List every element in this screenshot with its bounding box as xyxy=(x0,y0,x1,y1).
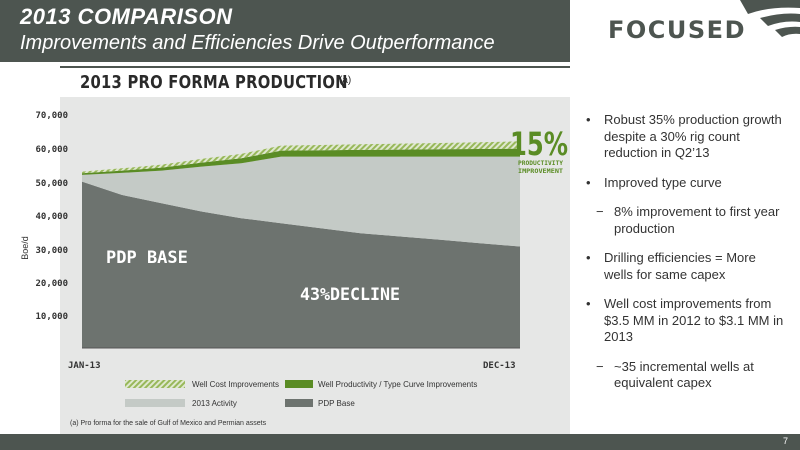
bullet-list: Robust 35% production growth despite a 3… xyxy=(586,112,786,405)
y-tick-label: 10,000 xyxy=(35,312,68,322)
productivity-area xyxy=(82,148,520,175)
header-bar: 2013 COMPARISON Improvements and Efficie… xyxy=(0,0,570,62)
bullet-item: Robust 35% production growth despite a 3… xyxy=(586,112,786,162)
well-cost-area xyxy=(82,141,520,174)
bullet-item: Well cost improvements from $3.5 MM in 2… xyxy=(586,296,786,346)
y-axis-ticks: 10,000 20,000 30,000 40,000 50,000 60,00… xyxy=(35,111,68,322)
y-tick-label: 70,000 xyxy=(35,111,68,121)
activity-area xyxy=(82,156,520,247)
legend-label: PDP Base xyxy=(318,399,355,408)
annotation-productivity: PRODUCTIVITY xyxy=(518,159,563,167)
legend-swatch-pdp xyxy=(285,399,313,407)
header-rule xyxy=(60,66,570,68)
legend-label: Well Productivity / Type Curve Improveme… xyxy=(318,380,477,389)
y-axis-label: Boe/d xyxy=(20,236,30,260)
logo-swoosh-icon xyxy=(740,0,800,37)
sub-bullet-item: ~35 incremental wells at equivalent cape… xyxy=(586,359,786,392)
logo-text: FOCUSED xyxy=(608,16,746,44)
legend-label: 2013 Activity xyxy=(192,399,237,408)
y-tick-label: 20,000 xyxy=(35,279,68,289)
y-tick-label: 50,000 xyxy=(35,179,68,189)
x-tick-label: DEC-13 xyxy=(483,361,516,371)
annotation-fifteen-pct: 15% xyxy=(510,125,568,163)
chart-title: 2013 PRO FORMA PRODUCTION xyxy=(80,72,348,93)
page-number: 7 xyxy=(782,436,788,446)
logo: FOCUSED xyxy=(570,0,800,62)
legend-swatch-well-cost xyxy=(125,380,185,388)
annotation-improvement: IMPROVEMENT xyxy=(518,167,563,175)
legend-label: Well Cost Improvements xyxy=(192,380,279,389)
bullet-item: Drilling efficiencies = More wells for s… xyxy=(586,250,786,283)
chart-areas xyxy=(82,141,520,348)
y-tick-label: 30,000 xyxy=(35,246,68,256)
slide-title: 2013 COMPARISON xyxy=(20,4,233,29)
slide-subtitle: Improvements and Efficiencies Drive Outp… xyxy=(20,32,495,54)
annotation-pdp-base: PDP BASE xyxy=(106,248,188,268)
footer-bar: 7 xyxy=(0,434,800,450)
annotation-decline: 43%DECLINE xyxy=(300,285,400,305)
sub-bullet-item: 8% improvement to first year production xyxy=(586,204,786,237)
pdp-base-area xyxy=(82,181,520,348)
chart-legend: Well Cost Improvements Well Productivity… xyxy=(125,380,477,408)
legend-swatch-activity xyxy=(125,399,185,407)
chart-title-note: (a) xyxy=(339,75,352,86)
bullet-item: Improved type curve xyxy=(586,175,786,192)
y-tick-label: 60,000 xyxy=(35,145,68,155)
x-tick-label: JAN-13 xyxy=(68,361,101,371)
footnote: (a) Pro forma for the sale of Gulf of Me… xyxy=(70,420,267,427)
y-tick-label: 40,000 xyxy=(35,212,68,222)
legend-swatch-productivity xyxy=(285,380,313,388)
